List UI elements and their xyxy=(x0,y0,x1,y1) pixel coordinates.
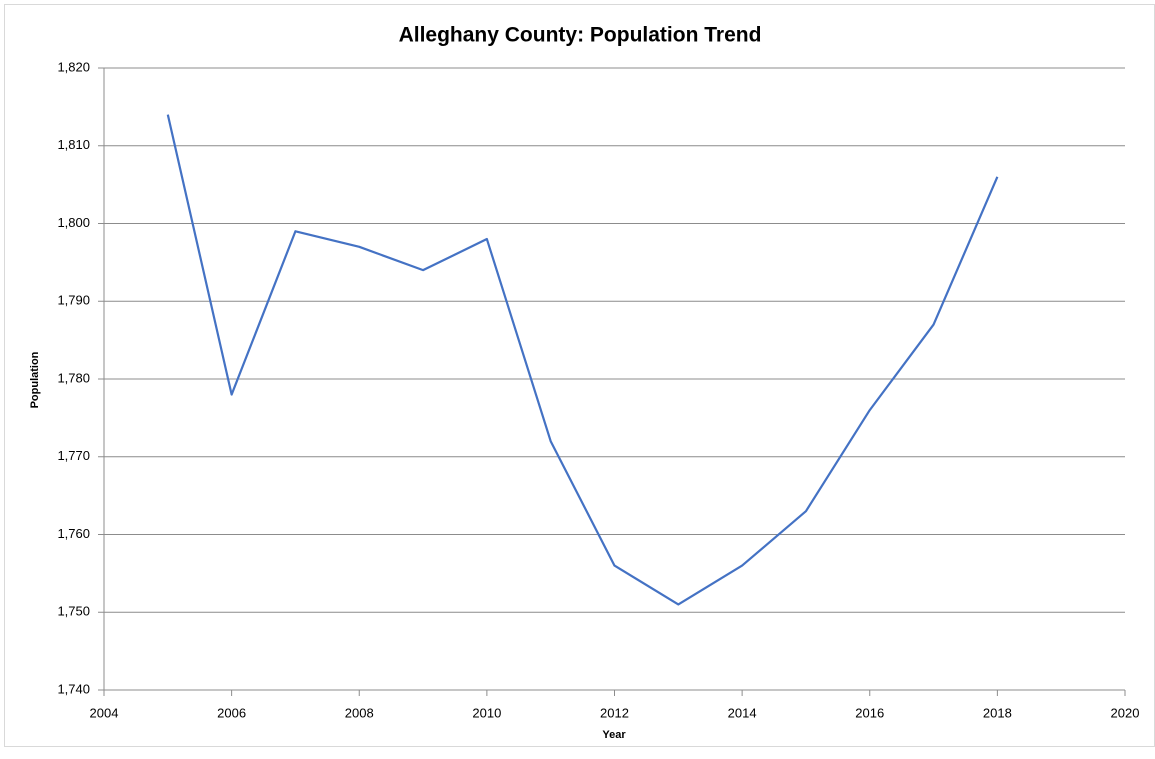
x-tick-label: 2018 xyxy=(983,705,1012,720)
x-tick-label: 2008 xyxy=(345,705,374,720)
y-axis-label: Population xyxy=(29,351,41,408)
y-tick-label: 1,760 xyxy=(57,526,90,541)
x-axis-label: Year xyxy=(602,729,626,741)
y-tick-label: 1,770 xyxy=(57,448,90,463)
y-tick-label: 1,750 xyxy=(57,604,90,619)
x-tick-label: 2012 xyxy=(600,705,629,720)
x-tick-label: 2020 xyxy=(1111,705,1140,720)
series-line xyxy=(166,114,999,606)
y-tick-label: 1,810 xyxy=(57,137,90,152)
y-tick-label: 1,780 xyxy=(57,370,90,385)
y-tick-label: 1,740 xyxy=(57,681,90,696)
x-tick-label: 2004 xyxy=(90,705,119,720)
x-tick-label: 2014 xyxy=(728,705,757,720)
y-tick-label: 1,800 xyxy=(57,215,90,230)
x-tick-label: 2010 xyxy=(472,705,501,720)
chart-title: Alleghany County: Population Trend xyxy=(399,24,762,47)
chart-frame xyxy=(4,4,1155,747)
y-tick-label: 1,820 xyxy=(57,59,90,74)
y-tick-label: 1,790 xyxy=(57,293,90,308)
x-tick-label: 2016 xyxy=(855,705,884,720)
x-tick-label: 2006 xyxy=(217,705,246,720)
